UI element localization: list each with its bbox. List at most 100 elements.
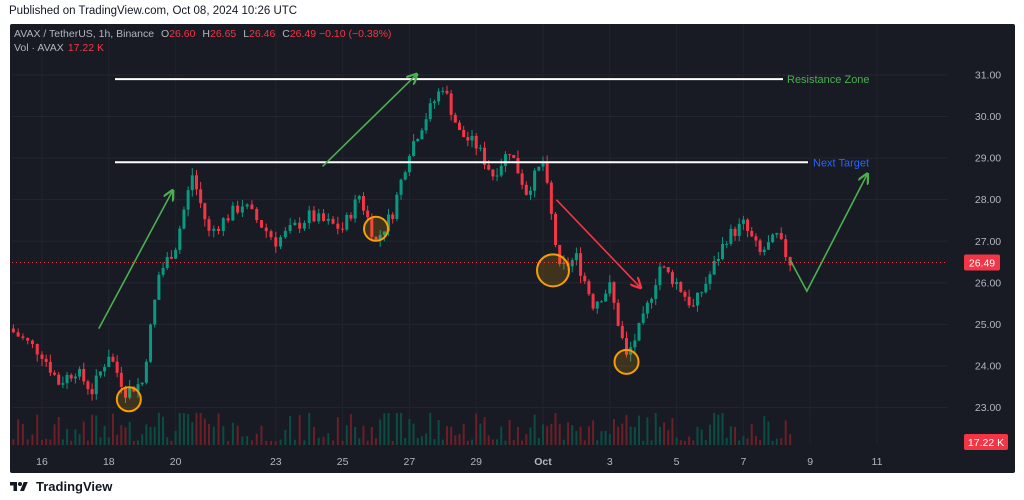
volume-bar: [416, 437, 419, 445]
volume-bar: [298, 414, 301, 445]
candle-body: [583, 275, 587, 282]
candle-body: [612, 282, 616, 303]
volume-bar: [222, 426, 225, 445]
volume-bar: [571, 425, 574, 445]
candle-body: [69, 374, 73, 379]
volume-bar: [284, 429, 287, 445]
volume-bar: [103, 425, 106, 445]
drawn-arrow: [322, 75, 417, 167]
candle-body: [562, 262, 566, 265]
volume-bar: [137, 440, 140, 445]
volume-bar: [625, 414, 628, 445]
candle-body: [491, 169, 495, 177]
volume-bar: [141, 434, 144, 445]
candle-body: [620, 325, 624, 339]
volume-bar: [512, 440, 515, 445]
last-volume-tag: [964, 434, 1008, 450]
candle-body: [570, 260, 574, 267]
last-price-label: 26.49: [969, 257, 995, 269]
candle-body: [115, 361, 119, 373]
projected-path-arrow: [789, 175, 867, 293]
candle-body: [40, 354, 44, 359]
volume-bar: [567, 422, 570, 445]
volume-bar: [784, 420, 787, 445]
candle-body: [199, 189, 203, 204]
volume-bar: [425, 433, 428, 445]
candle-body: [412, 141, 416, 157]
candle-body: [30, 340, 34, 344]
volume-bar: [500, 426, 503, 445]
volume-bar: [479, 423, 482, 445]
volume-bar: [86, 440, 89, 445]
candle-body: [382, 231, 386, 235]
candle-body: [424, 119, 428, 131]
volume-value: 17.22 K: [67, 42, 105, 54]
candle-body: [716, 258, 720, 261]
candle-body: [691, 305, 695, 307]
candle-body: [194, 175, 198, 190]
volume-bar: [612, 419, 615, 445]
candle-body: [255, 208, 259, 221]
candle-body: [587, 281, 591, 295]
candle-body: [94, 375, 98, 395]
volume-bar: [491, 439, 494, 445]
candle-body: [683, 292, 687, 297]
volume-bar: [354, 426, 357, 445]
candle-body: [537, 166, 541, 171]
candle-body: [474, 135, 478, 149]
volume-bar: [780, 438, 783, 445]
candle-body: [107, 356, 111, 367]
candle-body: [704, 283, 708, 293]
volume-bar: [516, 426, 519, 445]
candle-body: [762, 249, 766, 253]
candle-body: [331, 218, 335, 224]
x-tick-label: 23: [270, 456, 282, 468]
candle-body: [403, 172, 407, 180]
candle-body: [16, 332, 20, 337]
volume-bar: [450, 426, 453, 445]
candle-body: [416, 139, 420, 142]
candle-body: [524, 184, 528, 195]
volume-bar: [487, 435, 490, 445]
candle-body: [326, 218, 330, 221]
volume-bar: [178, 413, 181, 445]
volume-bar: [227, 440, 230, 445]
volume-bar: [420, 436, 423, 445]
candle-body: [725, 243, 729, 245]
volume-bar: [170, 440, 173, 445]
volume-bar: [546, 426, 549, 445]
candle-body: [357, 196, 361, 200]
volume-bar: [537, 438, 540, 445]
candle-body: [136, 384, 140, 392]
volume-bar: [713, 413, 716, 445]
candle-body: [44, 358, 48, 362]
candle-body: [700, 292, 704, 294]
candle-body: [274, 237, 278, 247]
volume-bar: [132, 440, 135, 445]
candle-body: [595, 301, 599, 309]
chart-panel[interactable]: [10, 24, 1015, 473]
candle-body: [487, 164, 491, 170]
candle-body: [207, 219, 211, 231]
volume-bar: [734, 426, 737, 445]
volume-bar: [120, 425, 123, 445]
volume-bar: [621, 423, 624, 445]
candle-body: [86, 381, 90, 390]
volume-bar: [21, 423, 24, 445]
y-tick-label: 29.00: [975, 153, 1001, 165]
volume-bar: [187, 414, 190, 445]
candle-body: [279, 237, 283, 247]
volume-bar: [303, 440, 306, 445]
candle-body: [349, 214, 353, 219]
y-tick-label: 27.00: [975, 236, 1001, 248]
volume-bar: [195, 413, 198, 445]
volume-bar: [717, 414, 720, 445]
candle-body: [754, 236, 758, 241]
candle-body: [269, 231, 273, 238]
close-value: 26.49: [289, 28, 317, 40]
candle-body: [203, 203, 207, 220]
volume-bar: [558, 424, 561, 445]
footer-brand[interactable]: TradingView: [8, 479, 112, 494]
y-tick-label: 26.00: [975, 277, 1001, 289]
